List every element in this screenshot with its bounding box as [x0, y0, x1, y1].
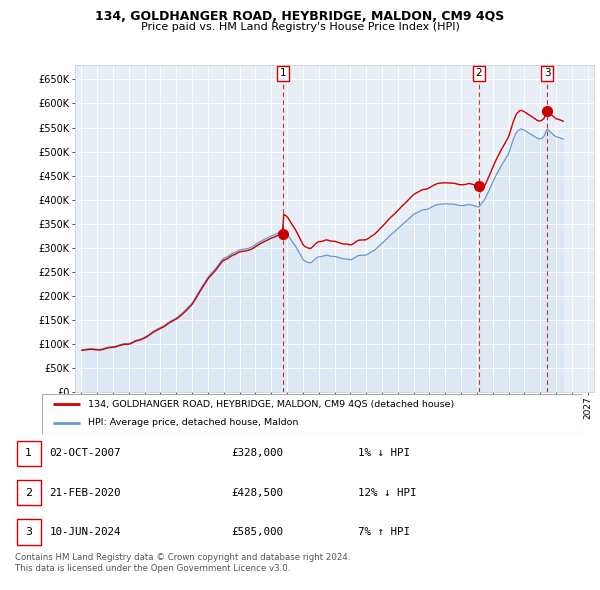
Text: 1: 1	[280, 68, 286, 78]
Text: 12% ↓ HPI: 12% ↓ HPI	[358, 488, 416, 497]
Text: 7% ↑ HPI: 7% ↑ HPI	[358, 527, 410, 537]
FancyBboxPatch shape	[17, 519, 41, 545]
Text: 134, GOLDHANGER ROAD, HEYBRIDGE, MALDON, CM9 4QS: 134, GOLDHANGER ROAD, HEYBRIDGE, MALDON,…	[95, 10, 505, 23]
Text: 3: 3	[544, 68, 550, 78]
Text: 21-FEB-2020: 21-FEB-2020	[49, 488, 121, 497]
Text: £428,500: £428,500	[231, 488, 283, 497]
Text: 2: 2	[476, 68, 482, 78]
Text: £328,000: £328,000	[231, 448, 283, 458]
Text: 134, GOLDHANGER ROAD, HEYBRIDGE, MALDON, CM9 4QS (detached house): 134, GOLDHANGER ROAD, HEYBRIDGE, MALDON,…	[88, 400, 454, 409]
Text: 2: 2	[25, 488, 32, 497]
Text: £585,000: £585,000	[231, 527, 283, 537]
Text: 1: 1	[25, 448, 32, 458]
Text: 1% ↓ HPI: 1% ↓ HPI	[358, 448, 410, 458]
Text: Price paid vs. HM Land Registry's House Price Index (HPI): Price paid vs. HM Land Registry's House …	[140, 22, 460, 32]
Text: HPI: Average price, detached house, Maldon: HPI: Average price, detached house, Mald…	[88, 418, 298, 427]
Text: Contains HM Land Registry data © Crown copyright and database right 2024.
This d: Contains HM Land Registry data © Crown c…	[15, 553, 350, 573]
FancyBboxPatch shape	[17, 480, 41, 506]
Text: 10-JUN-2024: 10-JUN-2024	[49, 527, 121, 537]
Text: 3: 3	[25, 527, 32, 537]
FancyBboxPatch shape	[17, 441, 41, 466]
Text: 02-OCT-2007: 02-OCT-2007	[49, 448, 121, 458]
